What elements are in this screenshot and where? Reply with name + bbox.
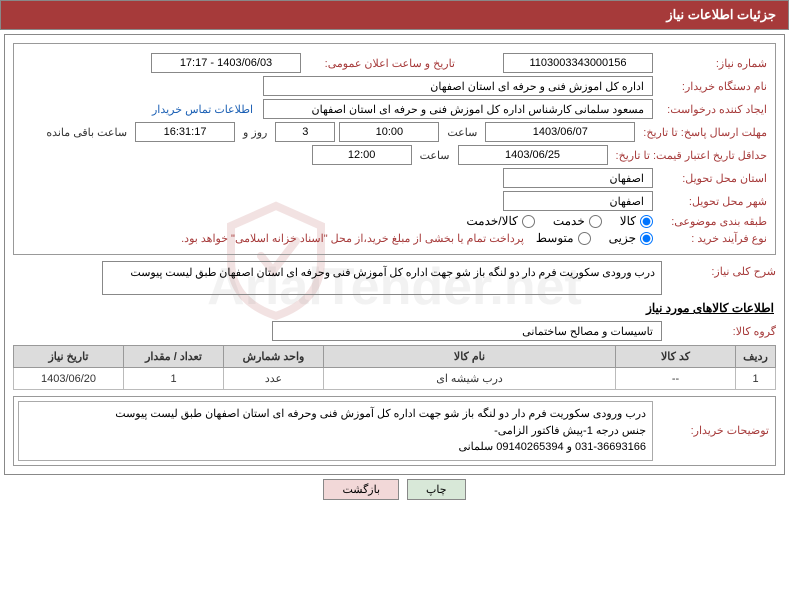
purchase-option-minor[interactable]: جزیی [609,231,653,245]
buyer-notes-box: توضیحات خریدار: درب ورودی سکوریت فرم دار… [13,396,776,466]
table-header: واحد شمارش [224,346,324,368]
purchase-note: پرداخت تمام یا بخشی از مبلغ خرید،از محل … [181,232,532,245]
desc-label: شرح کلی نیاز: [666,261,776,278]
page-title-bar: جزئیات اطلاعات نیاز [0,0,789,30]
class-option-both[interactable]: کالا/خدمت [466,214,534,228]
purchase-option-medium[interactable]: متوسط [536,231,591,245]
table-row: 1--درب شیشه ایعدد11403/06/20 [14,368,776,390]
buyer-notes-label: توضیحات خریدار: [657,397,775,465]
table-header: ردیف [736,346,776,368]
desc-textarea: درب ورودی سکوریت فرم دار دو لنگه باز شو … [102,261,662,295]
delivery-province-input [503,168,653,188]
class-option-service[interactable]: خدمت [553,214,602,228]
class-radio-both[interactable] [522,215,535,228]
purchase-radio-medium[interactable] [578,232,591,245]
delivery-province-label: استان محل تحویل: [657,172,767,185]
need-number-label: شماره نیاز: [657,57,767,70]
class-radio-service[interactable] [589,215,602,228]
purchase-radio-group: جزیی متوسط [536,231,653,245]
buyer-contact-link[interactable]: اطلاعات تماس خریدار [152,103,259,116]
goods-group-input [272,321,662,341]
days-remaining-input [275,122,335,142]
validity-time-input [312,145,412,165]
table-cell: -- [616,368,736,390]
deadline-label: مهلت ارسال پاسخ: تا تاریخ: [639,126,767,139]
table-header: تاریخ نیاز [14,346,124,368]
table-cell: 1 [736,368,776,390]
buyer-org-input [263,76,653,96]
table-header: نام کالا [324,346,616,368]
announce-datetime-input [151,53,301,73]
goods-table: ردیفکد کالانام کالاواحد شمارشتعداد / مقد… [13,345,776,390]
delivery-city-input [503,191,653,211]
days-label: روز و [239,126,271,139]
table-cell: 1 [124,368,224,390]
back-button[interactable]: بازگشت [323,479,399,500]
purchase-type-label: نوع فرآیند خرید : [657,232,767,245]
time-label-1: ساعت [443,126,481,139]
hours-remaining-input [135,122,235,142]
page-title: جزئیات اطلاعات نیاز [666,7,776,22]
print-button[interactable]: چاپ [407,479,466,500]
class-option-goods[interactable]: کالا [620,214,653,228]
buyer-org-label: نام دستگاه خریدار: [657,80,767,93]
validity-date-input [458,145,608,165]
validity-label: حداقل تاریخ اعتبار قیمت: تا تاریخ: [612,149,767,162]
classification-label: طبقه بندی موضوعی: [657,215,767,228]
table-cell: عدد [224,368,324,390]
requester-label: ایجاد کننده درخواست: [657,103,767,116]
deadline-time-input [339,122,439,142]
table-header: تعداد / مقدار [124,346,224,368]
class-radio-goods[interactable] [640,215,653,228]
announce-datetime-label: تاریخ و ساعت اعلان عمومی: [305,57,455,70]
button-row: چاپ بازگشت [0,479,789,500]
need-number-input [503,53,653,73]
table-cell: درب شیشه ای [324,368,616,390]
purchase-radio-minor[interactable] [640,232,653,245]
main-container: شماره نیاز: تاریخ و ساعت اعلان عمومی: نا… [4,34,785,475]
table-header: کد کالا [616,346,736,368]
time-label-2: ساعت [416,149,454,162]
classification-radio-group: کالا خدمت کالا/خدمت [466,214,653,228]
deadline-date-input [485,122,635,142]
table-cell: 1403/06/20 [14,368,124,390]
delivery-city-label: شهر محل تحویل: [657,195,767,208]
goods-group-label: گروه کالا: [666,325,776,338]
requester-input [263,99,653,119]
hours-label: ساعت باقی مانده [42,126,131,139]
goods-section-title: اطلاعات کالاهای مورد نیاز [15,301,774,315]
form-section: شماره نیاز: تاریخ و ساعت اعلان عمومی: نا… [13,43,776,255]
buyer-notes-content: درب ورودی سکوریت فرم دار دو لنگه باز شو … [18,401,653,461]
